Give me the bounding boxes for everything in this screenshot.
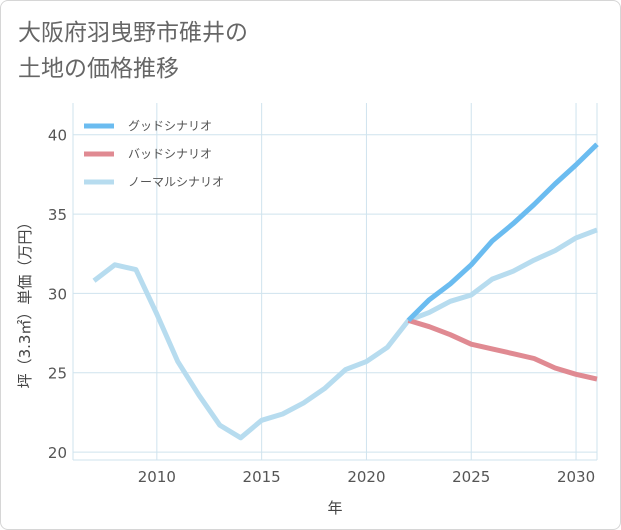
x-tick-label-2020: 2020: [347, 468, 385, 486]
x-tick-label-2030: 2030: [557, 468, 595, 486]
y-tick-label-25: 25: [48, 365, 67, 383]
series-line-0: [406, 142, 599, 323]
x-axis-label: 年: [327, 499, 342, 517]
series-line-1: [407, 318, 598, 382]
legend-label-0: グッドシナリオ: [128, 119, 212, 133]
legend-label-1: バッドシナリオ: [128, 147, 212, 161]
title-line-1: 大阪府羽曳野市碓井の: [18, 20, 248, 46]
x-tick-label-2010: 2010: [138, 468, 176, 486]
chart-title: 大阪府羽曳野市碓井の 土地の価格推移: [18, 15, 248, 87]
y-tick-label-40: 40: [48, 127, 67, 145]
y-axis-ticks: 20 25 30 35 40: [48, 127, 67, 462]
series-lines: [92, 142, 599, 441]
grid-lines: [72, 103, 598, 461]
title-line-2: 土地の価格推移: [18, 56, 179, 82]
x-tick-label-2025: 2025: [452, 468, 490, 486]
y-tick-label-30: 30: [48, 285, 67, 303]
x-axis-ticks: 2010 2015 2020 2025 2030: [138, 468, 595, 486]
legend-label-2: ノーマルシナリオ: [128, 175, 224, 189]
series-line-2: [92, 227, 598, 441]
x-tick-label-2015: 2015: [243, 468, 281, 486]
y-tick-label-35: 35: [48, 206, 67, 224]
y-axis-label: 坪（3.3㎡）単価（万円）: [16, 215, 34, 389]
y-tick-label-20: 20: [48, 444, 67, 462]
